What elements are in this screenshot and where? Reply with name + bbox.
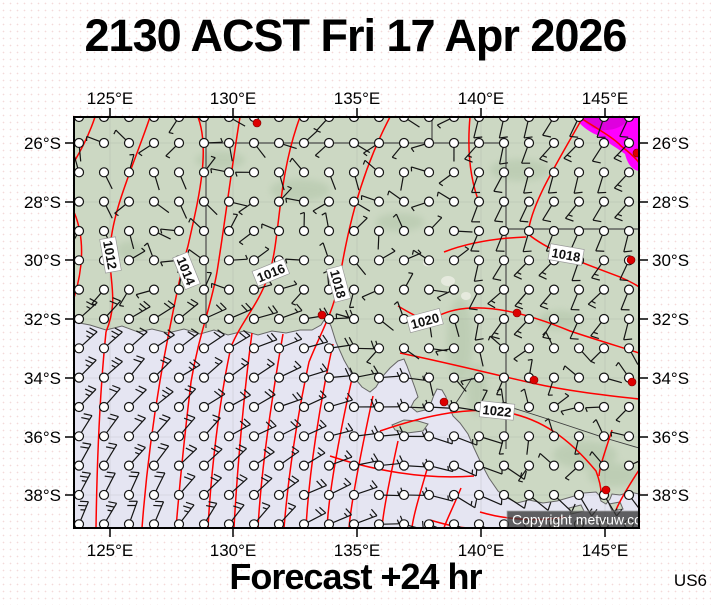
copyright-watermark: Copyright metvuw.com <box>507 511 654 528</box>
lat-label: 26°S <box>652 134 689 153</box>
lat-label: 28°S <box>652 193 689 212</box>
city-dot <box>530 376 538 384</box>
lat-label: 26°S <box>24 134 61 153</box>
lat-label: 30°S <box>652 251 689 270</box>
lon-label: 130°E <box>210 89 257 108</box>
forecast-hour-label: Forecast +24 hr <box>0 556 711 598</box>
city-dot <box>318 311 326 319</box>
lat-label: 28°S <box>24 193 61 212</box>
wind-barb <box>275 99 285 121</box>
city-dot <box>440 398 448 406</box>
lat-label: 38°S <box>652 486 689 505</box>
lat-label: 30°S <box>24 251 61 270</box>
lat-label: 36°S <box>24 428 61 447</box>
wind-barb <box>61 285 84 294</box>
lat-label: 38°S <box>24 486 61 505</box>
city-dot <box>627 256 635 264</box>
lat-label: 34°S <box>24 369 61 388</box>
city-dot <box>628 378 636 386</box>
lon-label: 140°E <box>458 89 505 108</box>
copyright-text: Copyright metvuw.com <box>512 512 654 528</box>
lon-label: 135°E <box>334 89 381 108</box>
city-dot <box>253 119 261 127</box>
city-dot <box>513 309 521 317</box>
lat-label: 32°S <box>652 310 689 329</box>
lon-label: 145°E <box>582 89 629 108</box>
lon-label: 125°E <box>87 89 134 108</box>
lat-label: 36°S <box>652 428 689 447</box>
city-dot <box>602 486 610 494</box>
lat-label: 32°S <box>24 310 61 329</box>
lat-label: 34°S <box>652 369 689 388</box>
model-run-label: US6 <box>674 571 707 591</box>
isobar-label: 1022 <box>479 401 514 420</box>
svg-text:1022: 1022 <box>482 402 512 420</box>
chart-title: 2130 ACST Fri 17 Apr 2026 <box>0 10 711 62</box>
